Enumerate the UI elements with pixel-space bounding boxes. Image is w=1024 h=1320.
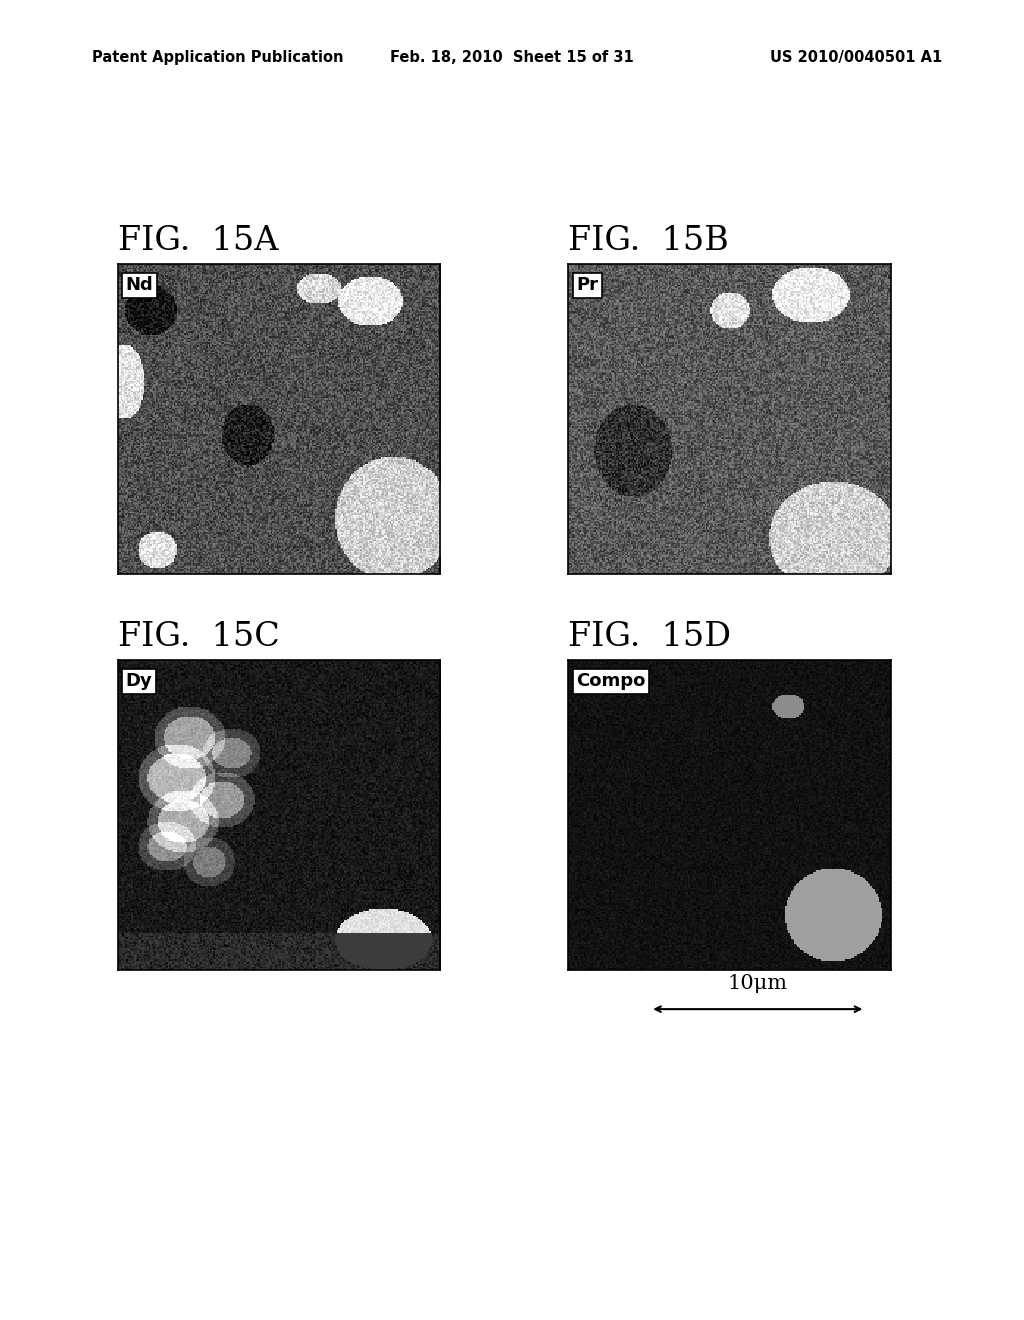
Text: Feb. 18, 2010  Sheet 15 of 31: Feb. 18, 2010 Sheet 15 of 31 <box>390 50 634 65</box>
Text: 10μm: 10μm <box>728 974 787 993</box>
Text: Pr: Pr <box>577 276 598 294</box>
Text: FIG.  15D: FIG. 15D <box>568 622 731 653</box>
Text: FIG.  15C: FIG. 15C <box>118 622 280 653</box>
Text: Dy: Dy <box>126 672 153 690</box>
Text: Compo: Compo <box>577 672 646 690</box>
Text: US 2010/0040501 A1: US 2010/0040501 A1 <box>770 50 942 65</box>
Text: FIG.  15A: FIG. 15A <box>118 226 279 257</box>
Text: FIG.  15B: FIG. 15B <box>568 226 729 257</box>
Text: Nd: Nd <box>126 276 154 294</box>
Text: Patent Application Publication: Patent Application Publication <box>92 50 344 65</box>
